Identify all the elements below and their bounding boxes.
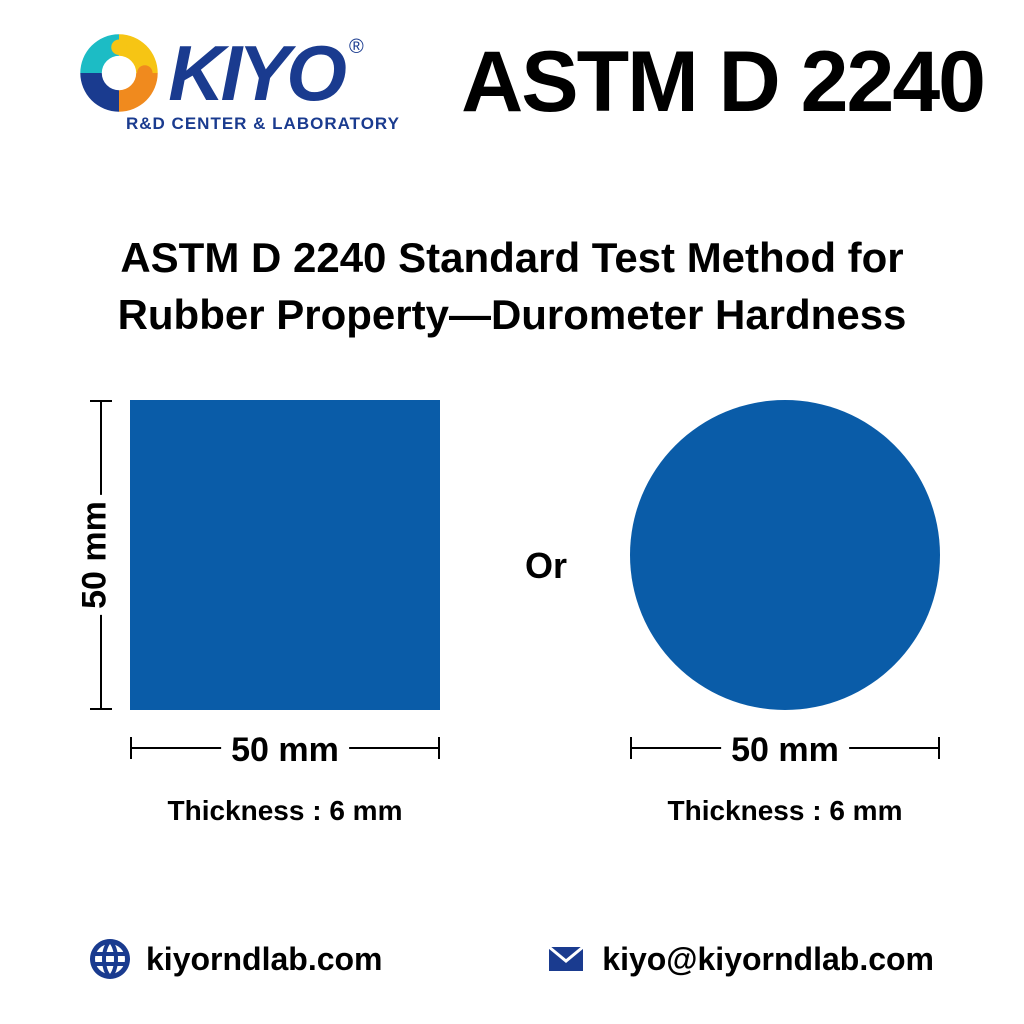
website-text: kiyorndlab.com [146,941,383,978]
registered-mark-icon: ® [349,36,364,59]
logo-tagline: R&D CENTER & LABORATORY [126,114,400,134]
circle-width-label: 50 mm [721,731,849,770]
or-separator: Or [525,545,567,587]
envelope-icon [546,939,586,979]
diagram-area: 50 mm Or 50 mm Thickness : 6 mm 50 mm Th… [0,380,1024,860]
globe-icon [90,939,130,979]
circle-shape [630,400,940,710]
circle-thickness-label: Thickness : 6 mm [630,795,940,827]
logo-swirl-icon [76,30,162,116]
square-sample [130,400,440,710]
square-width-dimension: 50 mm [130,735,440,785]
square-height-dimension: 50 mm [55,400,115,710]
circle-width-dimension: 50 mm [630,735,940,785]
footer: kiyorndlab.com kiyo@kiyorndlab.com [90,939,934,979]
logo: KIYO ® R&D CENTER & LABORATORY [40,30,400,134]
square-shape [130,400,440,710]
subtitle: ASTM D 2240 Standard Test Method for Rub… [80,230,944,343]
square-width-label: 50 mm [221,731,349,770]
email-contact: kiyo@kiyorndlab.com [546,939,934,979]
email-text: kiyo@kiyorndlab.com [602,941,934,978]
square-thickness-label: Thickness : 6 mm [130,795,440,827]
main-title: ASTM D 2240 [461,33,984,132]
logo-brand-text: KIYO [168,40,343,106]
circle-sample [630,400,940,710]
square-height-label: 50 mm [75,495,114,615]
header: KIYO ® R&D CENTER & LABORATORY ASTM D 22… [40,30,984,134]
website-contact: kiyorndlab.com [90,939,383,979]
